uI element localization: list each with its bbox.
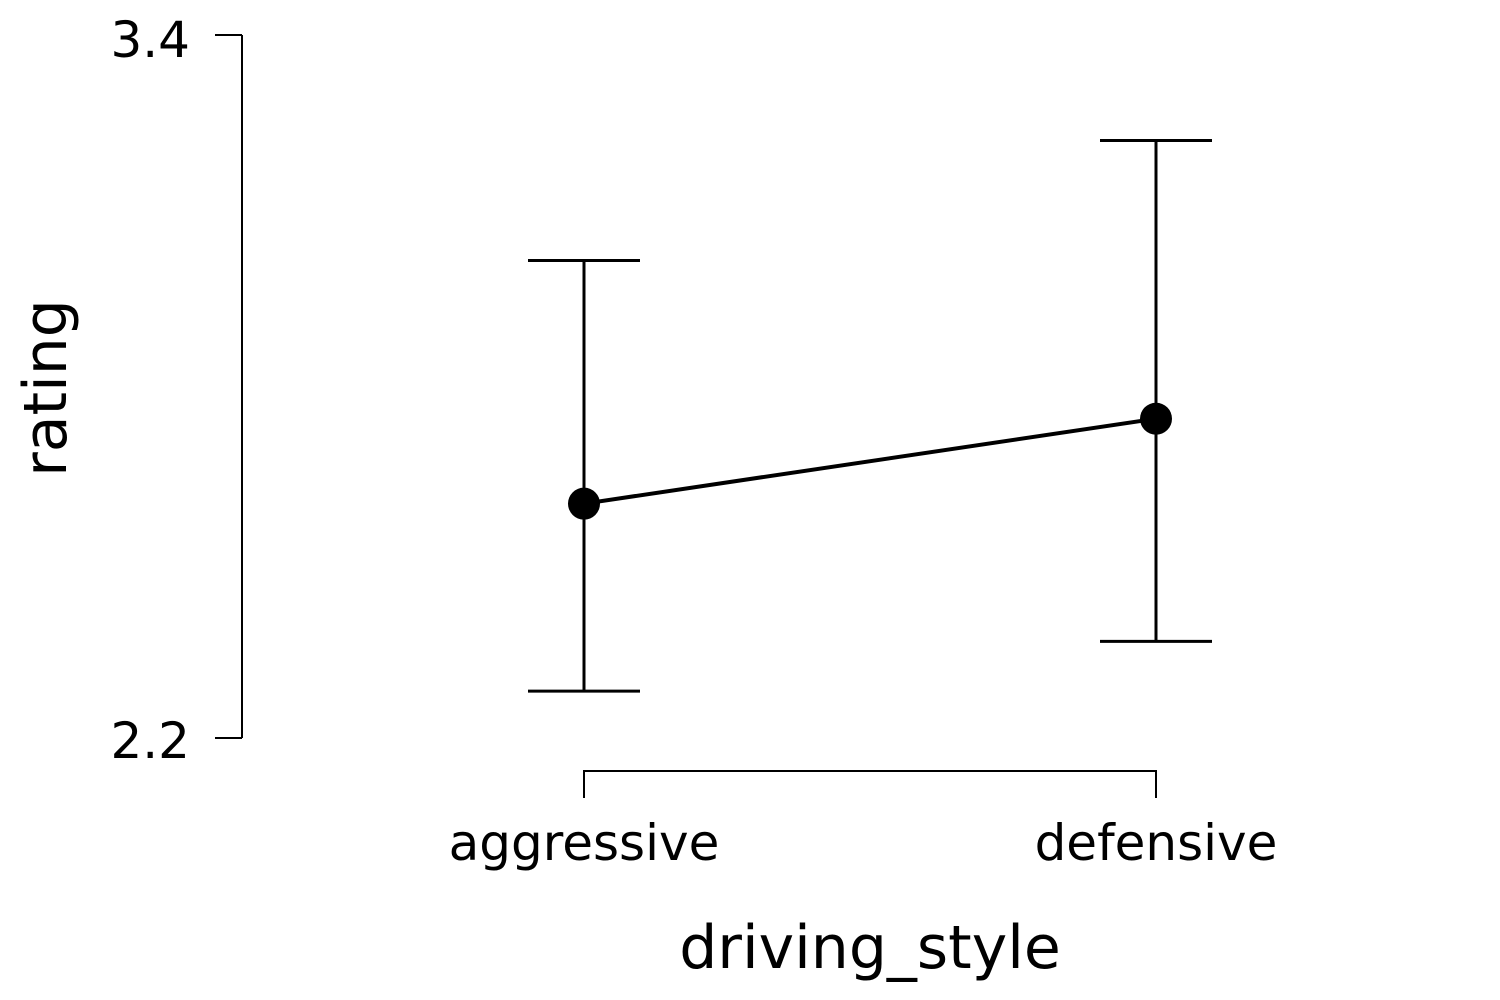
x-tick-label-aggressive: aggressive (449, 814, 720, 872)
y-axis: 3.4 2.2 (110, 11, 243, 770)
data-point-defensive (1140, 402, 1172, 435)
x-axis: aggressive defensive (449, 770, 1278, 872)
y-axis-title: rating (11, 299, 81, 477)
x-axis-line (583, 770, 1157, 798)
y-tick-label-bottom: 2.2 (110, 712, 190, 770)
y-tick-label-top: 3.4 (110, 11, 190, 69)
data-point-aggressive (568, 487, 600, 520)
series-line (583, 416, 1157, 506)
x-axis-title: driving_style (679, 913, 1061, 983)
x-tick-label-defensive: defensive (1035, 814, 1278, 872)
plot-area (528, 138, 1212, 693)
